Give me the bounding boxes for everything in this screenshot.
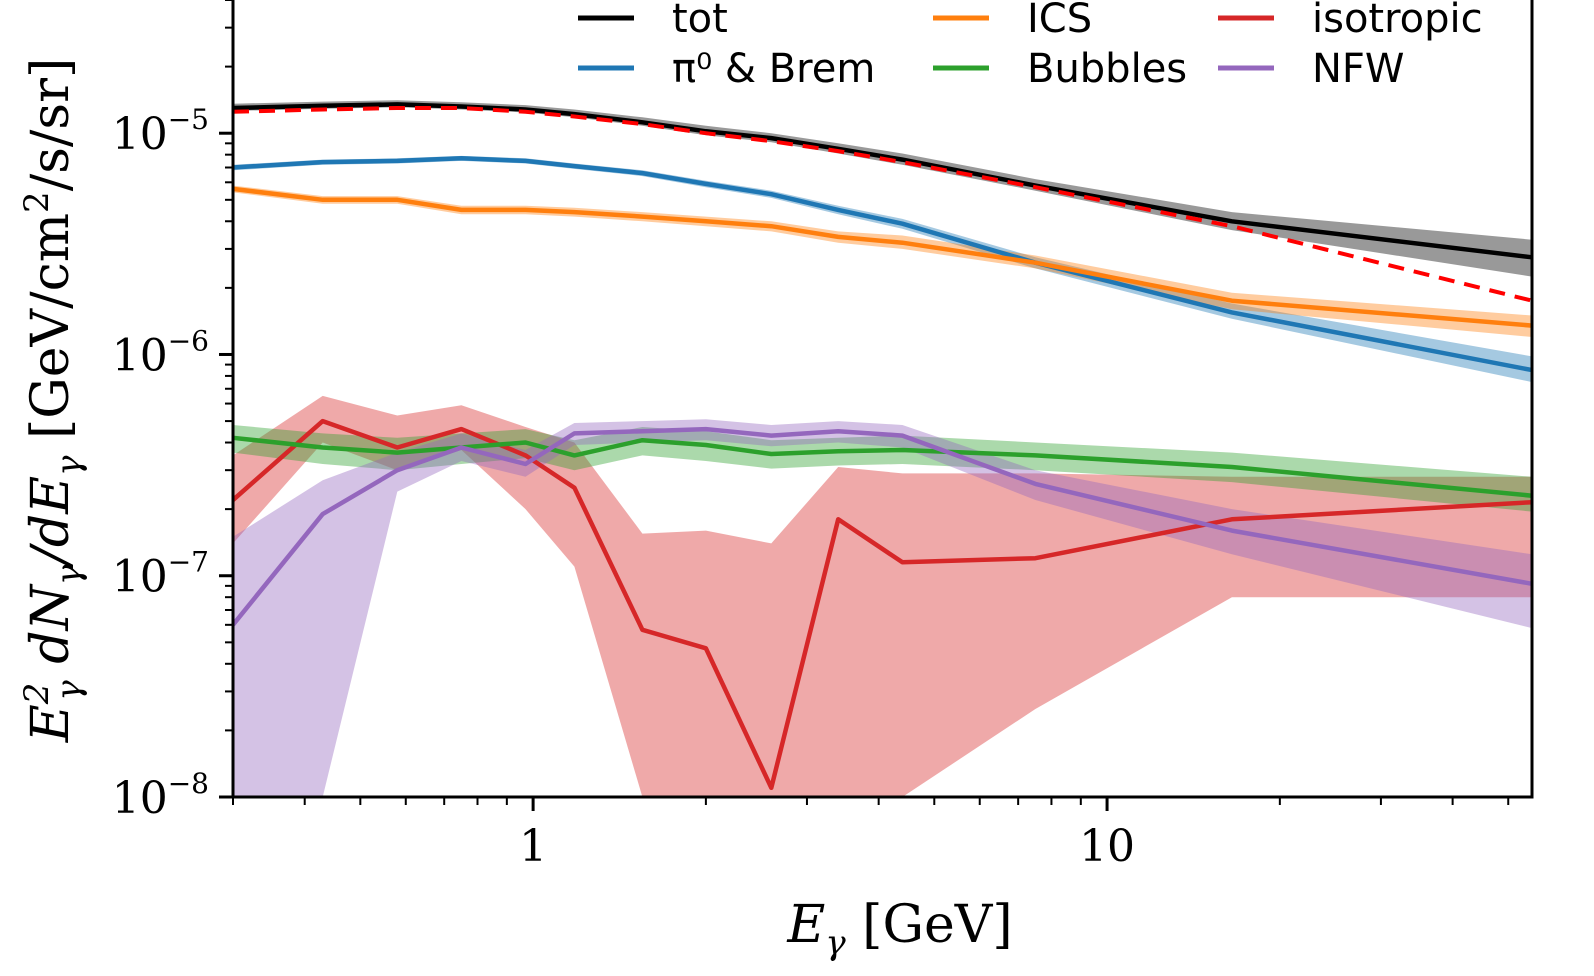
x-tick-label: 10 xyxy=(1079,821,1135,872)
axis-ticks: 1 10 10−8 10−7 10−6 10−5 xyxy=(112,0,1510,872)
series-line-isotropic xyxy=(231,418,1533,791)
y-axis-label: E2γ dNγ/dEγ [GeV/cm2/s/sr] xyxy=(17,58,89,744)
band-brem xyxy=(233,155,1532,383)
legend-label-isotropic: isotropic xyxy=(1312,0,1483,42)
legend-label-nfw: NFW xyxy=(1312,46,1404,92)
band-nfw xyxy=(233,419,1532,797)
uncertainty-bands xyxy=(233,100,1532,797)
legend-label-ics: ICS xyxy=(1027,0,1092,42)
legend-label-brem: π⁰ & Brem xyxy=(672,46,875,92)
band-tot xyxy=(233,100,1532,277)
y-tick-label: 10−6 xyxy=(112,324,209,381)
series-line-bubbles xyxy=(232,435,1533,498)
y-tick-label: 10−5 xyxy=(112,103,209,160)
series-line-nfw xyxy=(231,426,1533,627)
x-tick-label: 1 xyxy=(519,821,547,872)
legend-label-tot: tot xyxy=(672,0,728,42)
series-line-ics xyxy=(232,186,1533,328)
band-ics xyxy=(233,185,1532,337)
legend-label-bubbles: Bubbles xyxy=(1027,46,1187,92)
series-line-brem xyxy=(232,156,1533,373)
series-line-reference-dashed xyxy=(232,106,1533,303)
y-tick-label: 10−8 xyxy=(112,767,209,824)
plot-frame xyxy=(231,0,1534,799)
band-bubbles xyxy=(233,425,1532,512)
series-lines xyxy=(231,102,1533,791)
band-isotropic xyxy=(233,395,1532,797)
y-tick-label: 10−7 xyxy=(112,546,209,603)
x-axis-label: Eγ [GeV] xyxy=(786,895,1012,963)
